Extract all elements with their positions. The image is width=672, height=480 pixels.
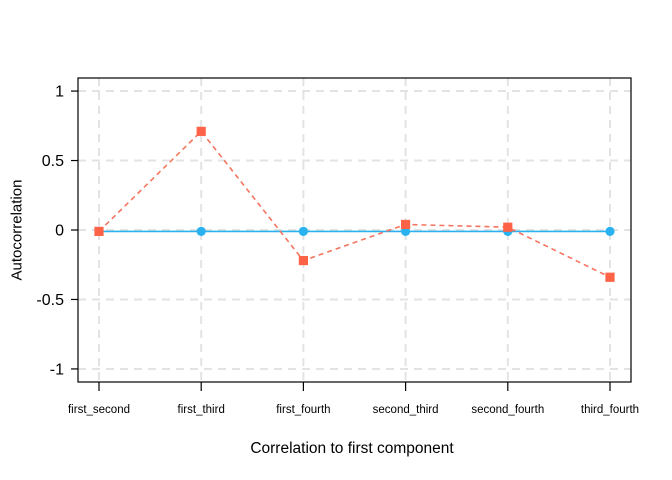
data-point-square: [94, 226, 104, 236]
x-tick-label: third_fourth: [581, 404, 639, 416]
data-point-circle: [196, 226, 206, 236]
data-point-square: [401, 219, 411, 230]
y-tick-label: 0: [55, 223, 64, 240]
x-tick-label: second_fourth: [471, 404, 544, 416]
data-point-square: [605, 272, 615, 282]
series-line-autocorrelation: [98, 130, 611, 278]
data-point-square: [298, 255, 308, 266]
data-point-square: [503, 222, 513, 232]
y-tick-label: -1: [50, 361, 64, 378]
x-tick-label: first_third: [178, 404, 225, 416]
x-axis-title: Correlation to first component: [250, 440, 454, 457]
data-point-circle: [401, 226, 411, 236]
data-point-circle: [298, 226, 308, 236]
y-tick-label: 0.5: [42, 153, 64, 170]
y-tick-label: -0.5: [36, 292, 64, 309]
y-axis-title: Autocorrelation: [8, 179, 26, 281]
data-point-square: [196, 126, 206, 136]
x-tick-label: second_third: [373, 404, 439, 416]
data-point-circle: [605, 226, 615, 236]
x-tick-label: first_second: [68, 404, 130, 416]
x-tick-label: first_fourth: [276, 404, 330, 416]
plot-border: [77, 77, 632, 383]
y-tick-label: 1: [55, 84, 64, 101]
